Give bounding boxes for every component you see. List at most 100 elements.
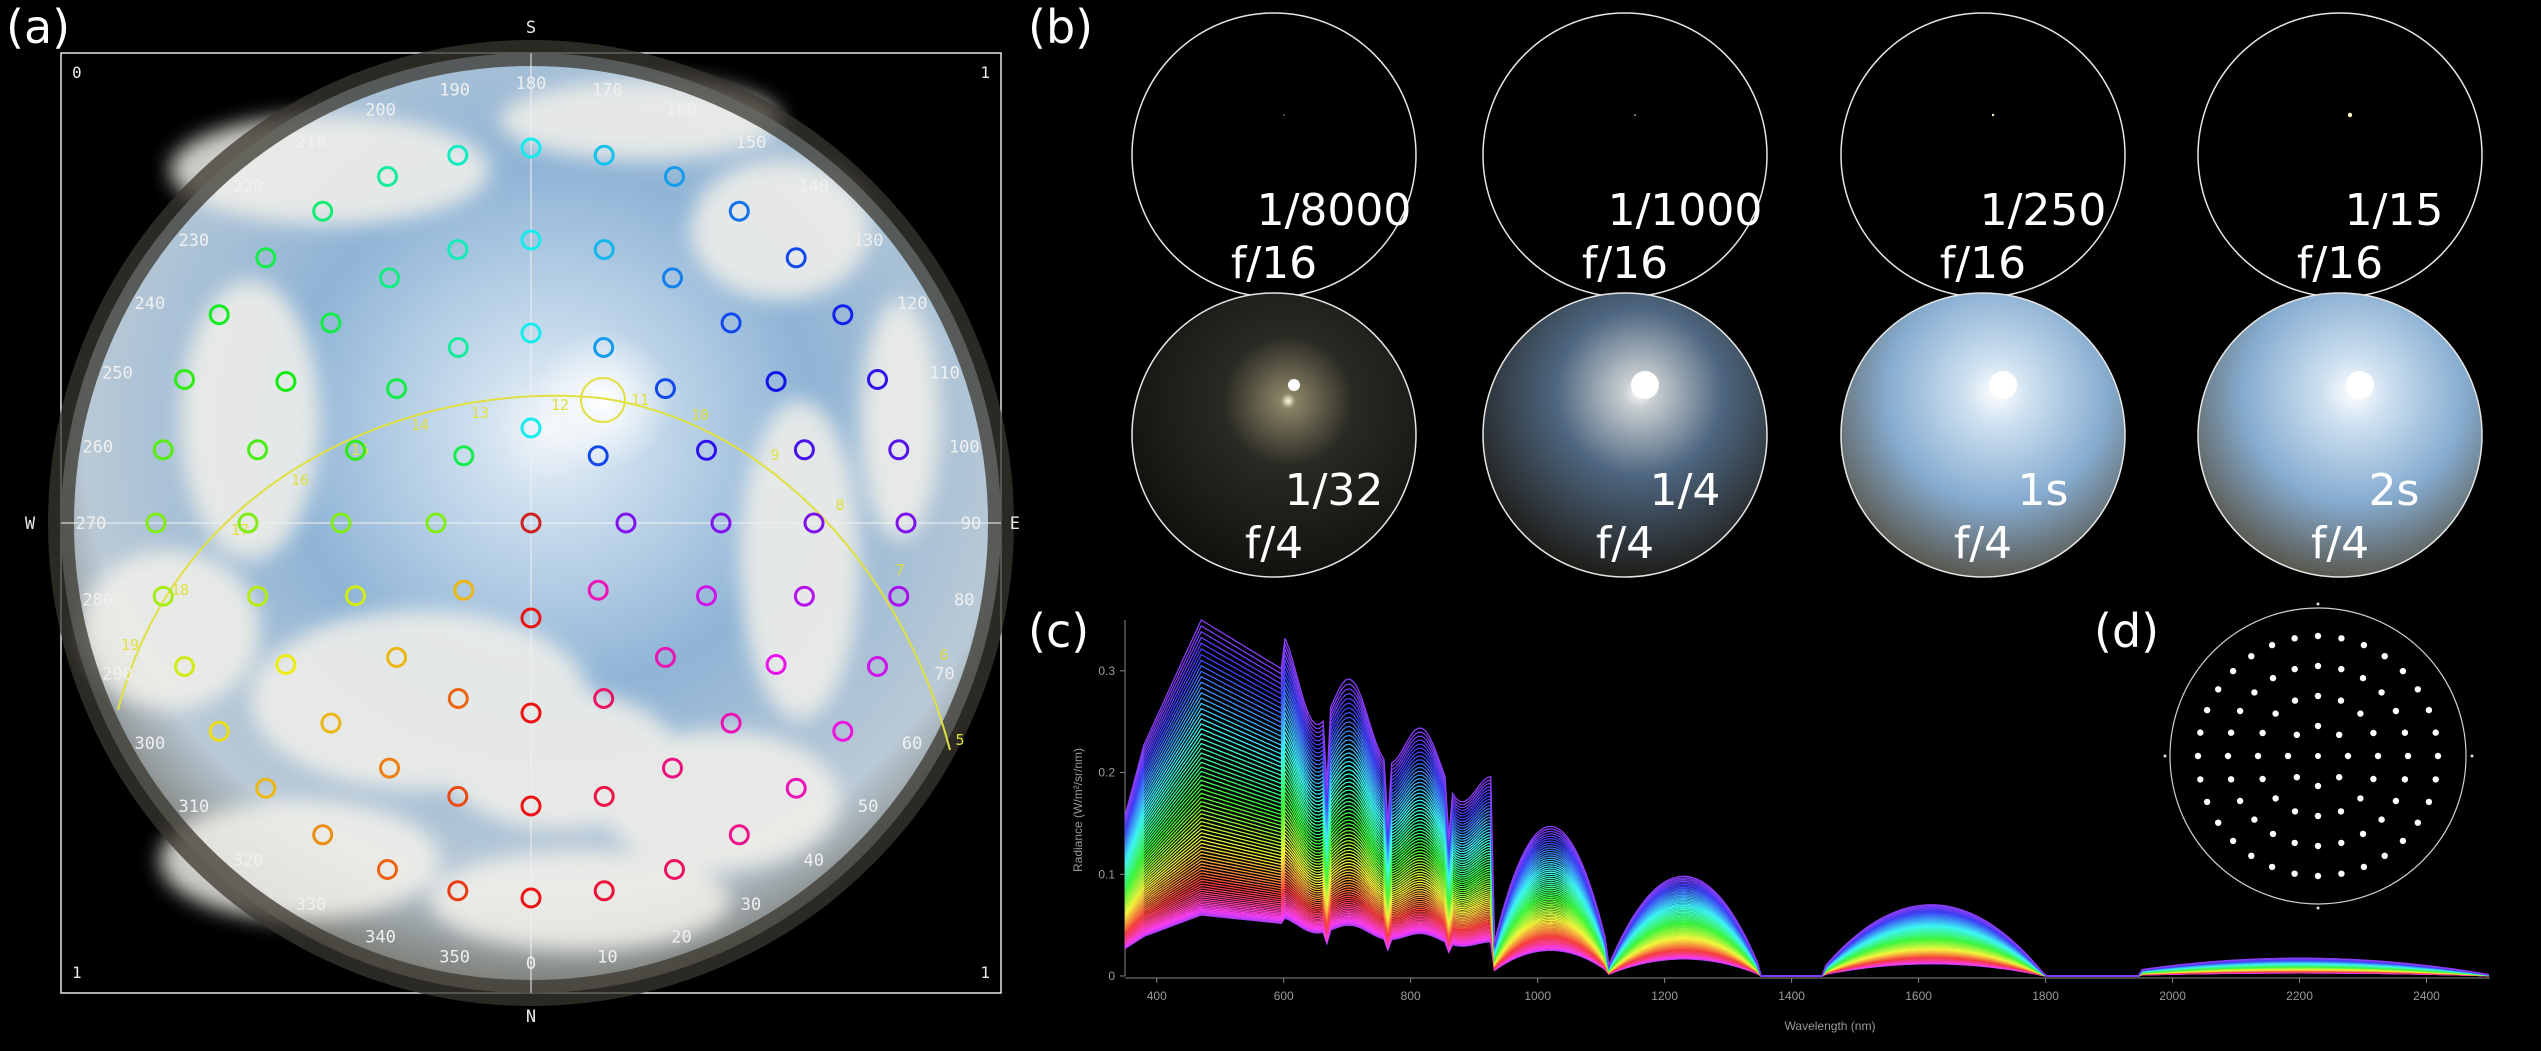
sample-ring — [447, 688, 469, 709]
compass-tick — [2470, 754, 2474, 758]
sample-dot — [2203, 798, 2211, 806]
exposure-frame: 1sf/4 — [1840, 292, 2126, 578]
spectrum-series — [1124, 619, 2489, 977]
y-tick-label: 0.1 — [1098, 867, 1115, 881]
sample-dot — [2272, 795, 2279, 802]
sample-dot — [2291, 808, 2299, 815]
sample-ring — [447, 880, 469, 902]
panel-d-label: (d) — [2094, 604, 2160, 658]
sun — [533, 330, 673, 470]
sample-ring — [520, 795, 542, 817]
azimuth-label: 0 — [526, 954, 536, 974]
sample-ring — [345, 439, 366, 461]
sun-dot — [2346, 371, 2374, 399]
sample-ring — [275, 654, 297, 675]
sample-dot — [2336, 774, 2343, 781]
exposure-bracket-grid: 1/8000f/161/1000f/161/250f/161/15f/161/3… — [1131, 12, 2483, 578]
azimuth-label: 210 — [296, 133, 327, 153]
sample-dot — [2254, 752, 2262, 760]
sample-ring — [255, 777, 277, 799]
sample-ring — [312, 200, 334, 222]
sample-ring — [785, 777, 807, 799]
sample-ring — [520, 702, 542, 724]
x-tick-label: 600 — [1274, 989, 1294, 1003]
sample-dot — [2425, 706, 2433, 714]
sun-path-hour-label: 14 — [411, 416, 429, 434]
compass-n: N — [526, 1007, 536, 1027]
crosshair — [61, 53, 1001, 993]
sample-dot — [2336, 731, 2343, 738]
sample-ring — [520, 887, 542, 909]
sample-ring — [520, 229, 542, 251]
sample-ring — [520, 137, 542, 159]
sample-dot — [2268, 641, 2276, 649]
sample-dot — [2357, 710, 2364, 717]
sample-ring — [710, 512, 732, 534]
sample-ring — [587, 579, 609, 601]
aperture-label: f/4 — [2311, 518, 2369, 569]
exposure-frame: 1/15f/16 — [2197, 12, 2483, 298]
sample-dot — [2229, 837, 2237, 845]
sample-ring — [593, 337, 615, 358]
shutter-label: 1/1000 — [1608, 185, 1763, 236]
sample-dot — [2291, 665, 2298, 673]
sample-dot — [2229, 667, 2237, 675]
sample-dot — [2337, 697, 2345, 704]
azimuth-label: 340 — [365, 928, 396, 948]
sample-dot — [2314, 842, 2322, 850]
sample-ring — [593, 688, 615, 709]
azimuth-label: 90 — [961, 514, 981, 534]
exposure-frame: 1/32f/4 — [1131, 292, 1417, 578]
sample-dot — [2360, 641, 2368, 649]
sun-dot — [2347, 112, 2353, 118]
sample-dot — [2370, 775, 2377, 783]
exposure-frame: 2sf/4 — [2197, 292, 2483, 578]
aperture-label: f/4 — [1245, 518, 1303, 569]
azimuth-label: 310 — [179, 797, 210, 817]
sample-dot — [2401, 729, 2409, 736]
sample-dot — [2197, 729, 2204, 736]
fisheye-image — [1131, 292, 1417, 578]
sample-ring — [720, 312, 742, 334]
azimuth-label: 290 — [102, 665, 133, 685]
azimuth-label: 70 — [934, 665, 954, 685]
sample-dot — [2359, 674, 2367, 682]
sun-path-hour-label: 13 — [471, 404, 489, 422]
sample-ring — [237, 512, 259, 534]
clouds — [80, 80, 940, 950]
sample-ring — [174, 656, 195, 677]
panel-c-label: (c) — [1028, 604, 1090, 658]
sample-dot — [2392, 707, 2400, 715]
azimuth-label: 190 — [439, 81, 470, 101]
chart-series — [1124, 619, 2489, 977]
sample-dot — [2194, 752, 2202, 760]
sun-path-hour-label: 12 — [551, 396, 569, 414]
sample-ring — [867, 656, 888, 677]
x-tick-label: 1200 — [1651, 989, 1678, 1003]
sample-ring — [386, 378, 408, 400]
chart-xlabel: Wavelength (nm) — [1785, 1019, 1876, 1033]
sample-dot — [2314, 632, 2322, 640]
sun-path-hour-label: 11 — [631, 391, 649, 409]
sun-path-hour-label: 10 — [691, 406, 709, 424]
azimuth-label: 350 — [439, 947, 470, 967]
azimuth-label: 50 — [858, 797, 878, 817]
sample-dot — [2338, 839, 2345, 847]
azimuth-label: 300 — [135, 734, 166, 754]
sample-ring — [520, 417, 542, 439]
sample-ring — [593, 880, 615, 902]
sample-dot — [2293, 731, 2300, 738]
sample-dot — [2227, 776, 2235, 783]
sample-dot — [2314, 662, 2322, 670]
azimuth-label: 110 — [929, 364, 960, 384]
sample-dot — [2414, 819, 2421, 826]
azimuth-label: 130 — [853, 231, 884, 251]
radiance-spectra-chart: 400 600 800 1000 1200 1400 1600 1800 2000 2200 240… — [1071, 619, 2490, 1033]
sample-dot — [2314, 782, 2322, 790]
sample-ring — [447, 337, 469, 358]
sample-ring — [377, 166, 398, 187]
sample-ring — [377, 859, 398, 880]
sample-ring — [888, 439, 910, 461]
sun-path-hour-label: 7 — [895, 561, 904, 579]
sample-dot — [2268, 863, 2276, 871]
